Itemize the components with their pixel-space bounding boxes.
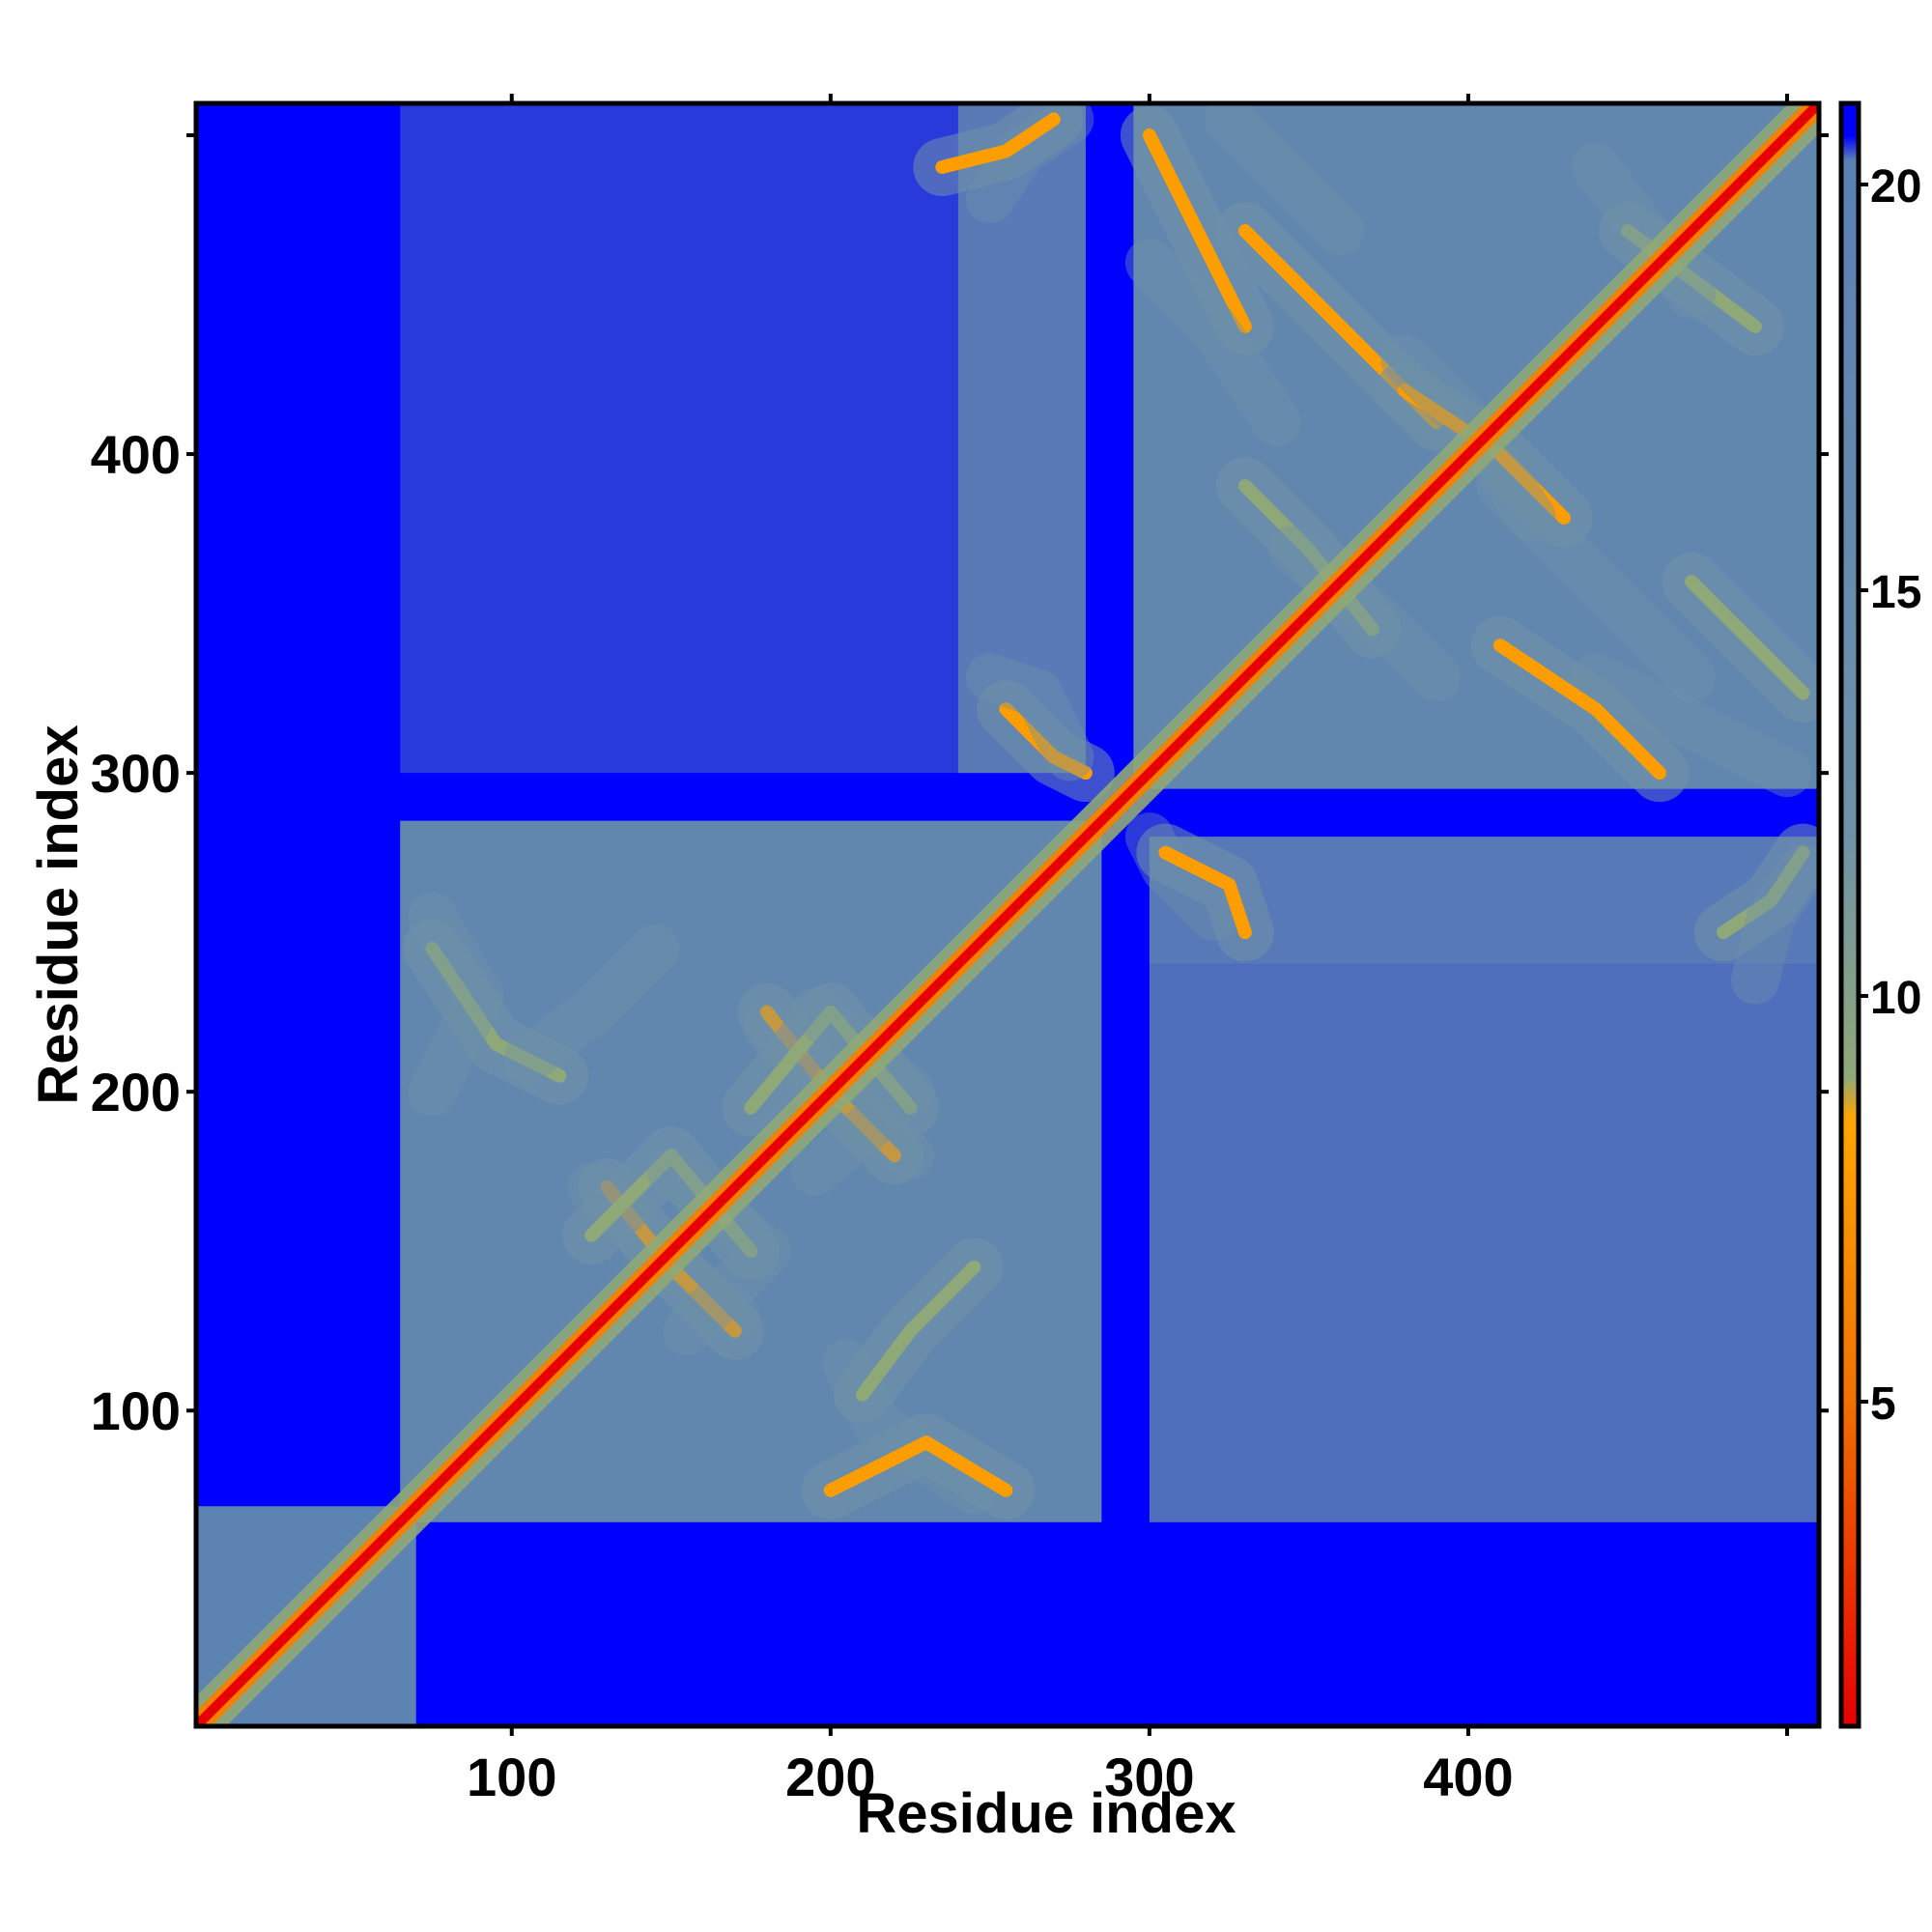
y-tick-label: 300: [91, 743, 181, 804]
contact-band-mirror-4: [790, 987, 935, 1196]
y-axis: 100 200 300 400: [91, 133, 1829, 1441]
contact-band-mirror-17: [1730, 844, 1819, 1005]
x-axis: 100 200 300 400: [467, 94, 1789, 1807]
plot-frame: [193, 100, 1822, 1729]
contact-band-15: [1158, 845, 1252, 940]
contact-band-mirror-5: [408, 892, 504, 1117]
x-tick-label: 200: [785, 1747, 875, 1807]
contact-band-6: [855, 1260, 981, 1402]
contact-band-8: [1142, 128, 1252, 334]
inter-domain-region-mirror-0: [400, 103, 958, 774]
contact-band-mirror-14: [1205, 103, 1365, 256]
contact-band-mirror-10: [1268, 526, 1461, 702]
contact-band-mirror-15: [965, 653, 1094, 781]
diagonal-core: [196, 103, 1819, 1726]
contact-band-12: [1492, 639, 1666, 781]
colorbar-tick-label: 15: [1870, 567, 1921, 618]
contact-band-0: [425, 941, 567, 1083]
colorbar: 5 10 15 20: [1838, 100, 1921, 1729]
colorbar-tick-label: 5: [1870, 1378, 1896, 1430]
colorbar-ticks: 5 10 15 20: [1859, 161, 1921, 1430]
contact-band-7: [999, 702, 1093, 781]
x-tick-label: 400: [1423, 1747, 1513, 1807]
colorbar-fill: [1841, 103, 1859, 1726]
x-axis-label: Residue index: [856, 1782, 1236, 1845]
colorbar-tick-label: 20: [1870, 161, 1921, 213]
x-tick-label: 300: [1104, 1747, 1194, 1807]
heatmap: [196, 103, 1819, 1726]
colorbar-frame: [1838, 100, 1861, 1729]
contact-band-mirror-11: [1379, 334, 1556, 543]
contact-band-4: [744, 1005, 918, 1115]
contact-band-17: [935, 112, 1061, 175]
y-axis-label: Residue index: [27, 724, 90, 1104]
contact-band-14: [1684, 575, 1810, 700]
main-diagonal: [196, 103, 1819, 1726]
contact-band-mirror-12: [1124, 239, 1301, 447]
inter-domain-region-0: [1149, 964, 1819, 1522]
x-tick-label: 100: [467, 1747, 556, 1807]
contact-band-16: [1716, 845, 1810, 940]
inter-domain-region-2: [957, 103, 1086, 774]
contact-band-5: [823, 1435, 1013, 1497]
y-tick-label: 200: [91, 1062, 181, 1122]
contact-band-11: [1397, 384, 1571, 526]
y-tick-label: 400: [91, 424, 181, 485]
colorbar-tick-label: 10: [1870, 973, 1921, 1024]
contact-band-10: [1237, 479, 1379, 637]
y-tick-label: 100: [91, 1380, 181, 1441]
contact-band-mirror-8: [1571, 653, 1811, 798]
contact-band-mirror-6: [503, 923, 680, 1085]
